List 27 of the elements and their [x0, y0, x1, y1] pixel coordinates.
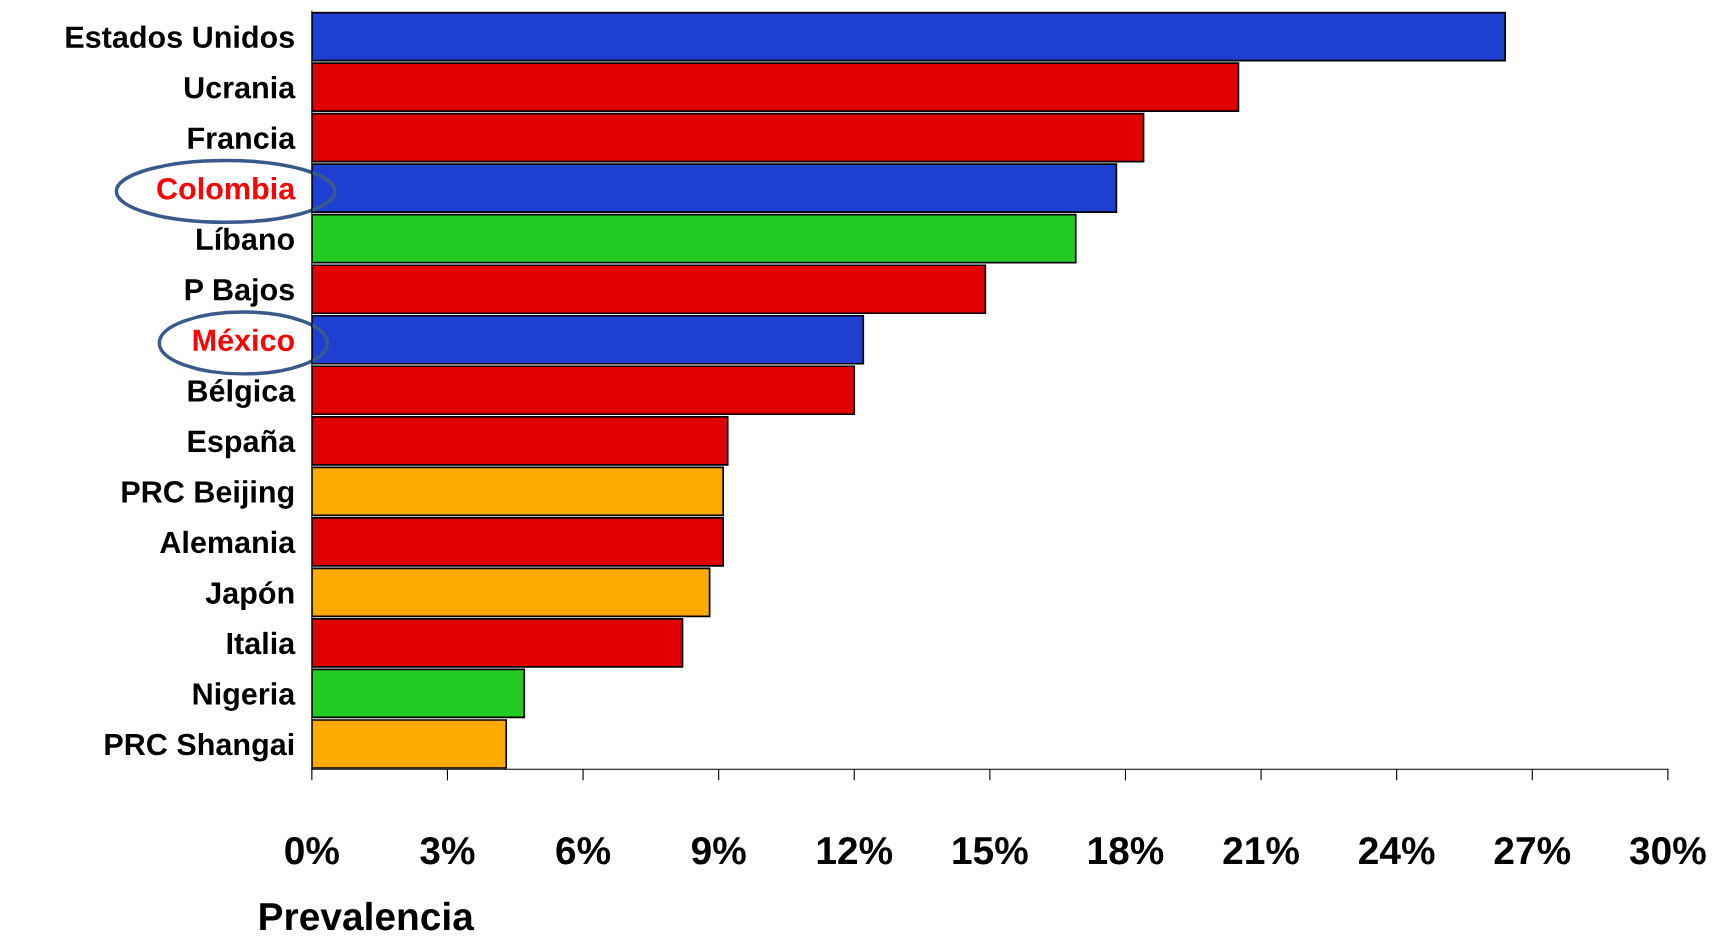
y-tick-label: P Bajos — [185, 278, 294, 307]
x-tick-label: 30% — [1629, 836, 1706, 865]
y-tick-label: Bélgica — [188, 379, 296, 408]
y-tick-label: Italia — [227, 631, 296, 655]
y-tick-label: Francia — [188, 126, 296, 150]
x-tick-label: 15% — [953, 837, 1028, 865]
y-tick-label: PRC Beijing — [122, 480, 294, 509]
y-tick-label: España — [188, 429, 296, 459]
x-tick-label: 18% — [1089, 836, 1164, 865]
y-tick-label: Líbano — [197, 227, 295, 251]
x-tick-label: 12% — [817, 836, 893, 865]
y-tick-label: PRC Shangai — [105, 732, 294, 762]
x-tick-label: 21% — [1223, 836, 1299, 865]
y-tick-label: México — [193, 328, 295, 352]
x-tick-label: 3% — [420, 836, 475, 865]
y-tick-label: Colombia — [157, 177, 296, 200]
x-tick-label: 0% — [285, 836, 339, 865]
y-tick-label: Japón — [205, 581, 294, 610]
y-tick-label: Nigeria — [193, 682, 296, 711]
x-tick-label: 27% — [1494, 836, 1571, 865]
y-tick-label: Estados Unidos — [66, 25, 294, 48]
y-tick-label: Alemania — [160, 530, 296, 554]
x-tick-label: 9% — [691, 836, 746, 865]
x-axis-title: Prevalencia — [260, 901, 475, 931]
y-tick-label: Ucrania — [184, 76, 296, 99]
x-tick-label: 6% — [556, 836, 611, 865]
x-tick-label: 24% — [1359, 836, 1435, 865]
